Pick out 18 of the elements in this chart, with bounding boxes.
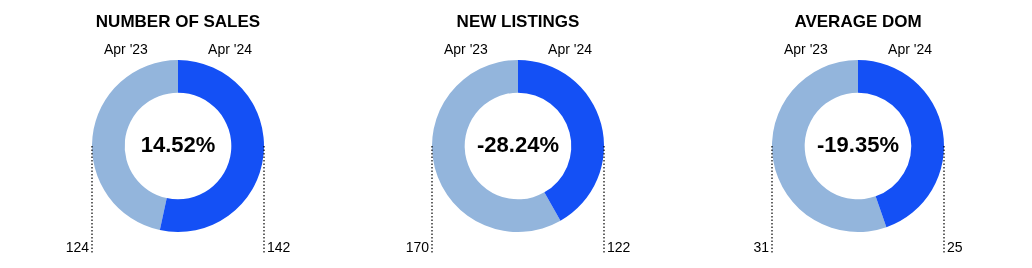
text: 14.52%: [140, 132, 216, 158]
data-label: 124: [65, 238, 90, 255]
data-label: 31: [753, 238, 770, 255]
chart-title: NEW LISTINGS: [456, 11, 580, 31]
data-label: 170: [405, 238, 430, 255]
slice-label: Apr '23: [443, 40, 489, 57]
slice-label: Apr '24: [888, 40, 933, 57]
slice-label: Apr '23: [783, 40, 829, 57]
slice-label: Apr '23: [103, 40, 149, 57]
data-label: 122: [607, 238, 631, 255]
data-label: 25: [947, 238, 963, 255]
text: -19.35%: [817, 132, 899, 158]
slice-label: Apr '24: [208, 40, 253, 57]
slice-label: Apr '24: [548, 40, 593, 57]
data-label: 142: [267, 238, 291, 255]
chart-title: NUMBER OF SALES: [95, 11, 261, 31]
text: -28.24%: [477, 132, 559, 158]
chart-title: AVERAGE DOM: [794, 11, 922, 31]
